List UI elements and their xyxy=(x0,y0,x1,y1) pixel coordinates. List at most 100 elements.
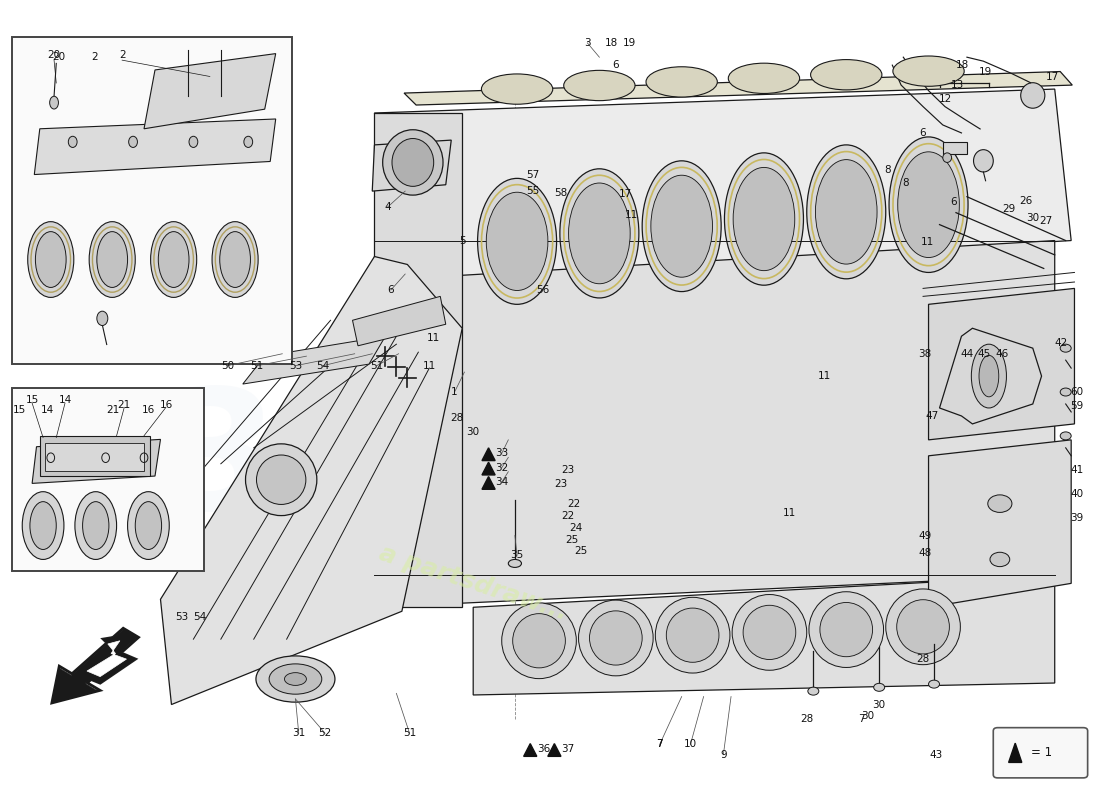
Text: 25: 25 xyxy=(565,534,579,545)
Ellipse shape xyxy=(733,594,806,670)
Ellipse shape xyxy=(285,673,307,686)
Text: 48: 48 xyxy=(918,548,932,558)
Ellipse shape xyxy=(893,56,965,86)
Ellipse shape xyxy=(896,600,949,654)
Ellipse shape xyxy=(89,222,135,298)
Text: 12: 12 xyxy=(938,94,952,104)
Text: 39: 39 xyxy=(1070,513,1084,523)
Text: 15: 15 xyxy=(12,405,25,414)
Ellipse shape xyxy=(256,455,306,505)
Text: 6: 6 xyxy=(387,285,394,295)
Text: 30: 30 xyxy=(872,699,886,710)
Text: 49: 49 xyxy=(918,530,932,541)
Text: 13: 13 xyxy=(950,80,964,90)
Text: 41: 41 xyxy=(1070,465,1084,475)
Ellipse shape xyxy=(820,602,872,657)
Text: 56: 56 xyxy=(536,285,549,295)
Text: 60: 60 xyxy=(1070,387,1084,397)
Ellipse shape xyxy=(971,344,1006,408)
Polygon shape xyxy=(928,440,1071,607)
Polygon shape xyxy=(482,477,495,490)
Text: 14: 14 xyxy=(58,395,72,405)
Text: 6: 6 xyxy=(613,60,619,70)
Polygon shape xyxy=(87,641,126,677)
Polygon shape xyxy=(144,54,276,129)
Ellipse shape xyxy=(728,63,800,94)
Text: 26: 26 xyxy=(1020,196,1033,206)
Ellipse shape xyxy=(928,680,939,688)
Text: 18: 18 xyxy=(605,38,618,48)
Text: 21: 21 xyxy=(118,399,131,410)
Text: 11: 11 xyxy=(817,371,830,381)
Text: 53: 53 xyxy=(289,361,302,370)
Ellipse shape xyxy=(808,592,883,667)
Ellipse shape xyxy=(97,311,108,326)
Text: 32: 32 xyxy=(495,462,508,473)
Text: 59: 59 xyxy=(1070,402,1084,411)
Text: 11: 11 xyxy=(427,333,440,343)
Ellipse shape xyxy=(97,232,128,287)
Ellipse shape xyxy=(220,232,251,287)
Text: 28: 28 xyxy=(800,714,813,724)
Text: 23: 23 xyxy=(561,465,574,475)
FancyBboxPatch shape xyxy=(993,728,1088,778)
Text: 40: 40 xyxy=(1070,489,1084,499)
Polygon shape xyxy=(374,113,462,607)
Text: 17: 17 xyxy=(1046,72,1059,82)
Text: 34: 34 xyxy=(495,477,508,487)
Text: 2: 2 xyxy=(119,50,125,60)
Text: 10: 10 xyxy=(684,739,697,750)
Ellipse shape xyxy=(392,138,433,186)
Polygon shape xyxy=(32,439,161,483)
Text: 36: 36 xyxy=(537,744,550,754)
Text: 8: 8 xyxy=(884,166,891,175)
FancyArrow shape xyxy=(52,629,138,703)
Text: 55: 55 xyxy=(526,186,539,196)
Polygon shape xyxy=(404,71,1072,105)
Text: 18: 18 xyxy=(956,60,969,70)
Text: 58: 58 xyxy=(554,188,568,198)
Text: 33: 33 xyxy=(495,449,508,458)
Ellipse shape xyxy=(1060,432,1071,440)
Ellipse shape xyxy=(807,687,818,695)
Text: 14: 14 xyxy=(41,405,54,414)
Polygon shape xyxy=(243,336,385,384)
Text: 29: 29 xyxy=(1002,204,1015,214)
Text: 15: 15 xyxy=(25,395,39,405)
Text: 21: 21 xyxy=(107,405,120,414)
Text: 47: 47 xyxy=(925,411,938,421)
Text: 16: 16 xyxy=(160,399,173,410)
Text: 31: 31 xyxy=(293,728,306,738)
Text: 25: 25 xyxy=(574,546,587,557)
Ellipse shape xyxy=(560,169,639,298)
Text: a partsdraw...: a partsdraw... xyxy=(376,542,571,625)
Text: 4: 4 xyxy=(384,202,390,212)
Ellipse shape xyxy=(35,232,66,287)
Text: 3: 3 xyxy=(584,38,591,48)
Polygon shape xyxy=(374,241,1055,607)
Text: 30: 30 xyxy=(1026,214,1039,223)
Ellipse shape xyxy=(158,232,189,287)
Text: 43: 43 xyxy=(930,750,943,760)
Text: 30: 30 xyxy=(861,711,875,722)
Text: 6: 6 xyxy=(950,198,957,207)
Ellipse shape xyxy=(886,589,960,665)
Text: 11: 11 xyxy=(782,508,795,518)
Text: 6: 6 xyxy=(920,128,926,138)
Ellipse shape xyxy=(75,492,117,559)
Ellipse shape xyxy=(477,178,557,304)
Text: 27: 27 xyxy=(1040,216,1053,226)
Bar xyxy=(943,142,967,154)
Text: 16: 16 xyxy=(142,405,155,414)
Polygon shape xyxy=(548,744,561,756)
Ellipse shape xyxy=(1060,344,1071,352)
Ellipse shape xyxy=(646,66,717,97)
Ellipse shape xyxy=(889,137,968,273)
Text: 11: 11 xyxy=(625,210,638,220)
Ellipse shape xyxy=(990,552,1010,566)
Ellipse shape xyxy=(502,603,576,678)
Ellipse shape xyxy=(898,152,959,258)
Ellipse shape xyxy=(513,614,565,668)
Ellipse shape xyxy=(135,502,162,550)
Polygon shape xyxy=(1009,743,1022,762)
